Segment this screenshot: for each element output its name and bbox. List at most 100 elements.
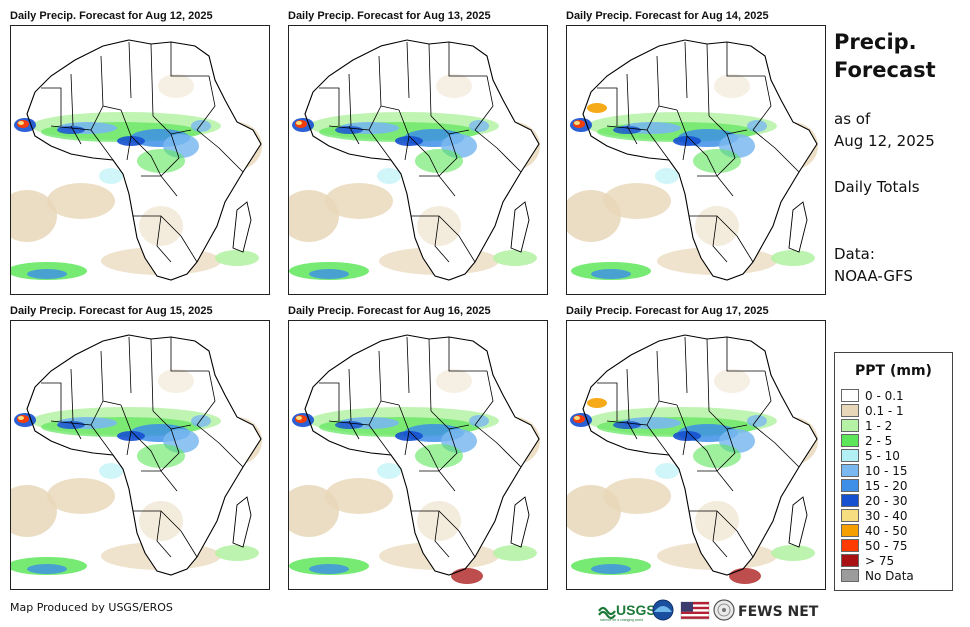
rain-area [57,421,85,429]
legend-swatch [841,479,859,492]
legend-swatch [841,539,859,552]
africa-map [11,39,262,281]
country-border [448,337,487,372]
rain-area [47,478,115,514]
title-line-2: Forecast [834,58,936,82]
legend-label: 20 - 30 [865,494,908,508]
forecast-map-aug15 [10,320,270,590]
country-border [70,420,82,440]
rain-area [417,501,461,541]
country-border [70,368,74,422]
legend-label: 30 - 40 [865,509,908,523]
country-border [319,87,340,126]
footer-credit: Map Produced by USGS/EROS [10,601,173,614]
rain-area [655,463,679,479]
country-border [150,43,154,117]
rain-area [137,149,185,173]
legend-item: 10 - 15 [841,464,908,479]
continent-outline [582,39,818,281]
legend-swatch [841,569,859,582]
rain-area [695,501,739,541]
rain-area [191,120,211,132]
legend-swatch [841,389,859,402]
rain-area [377,168,401,184]
country-border [686,430,718,472]
title-line-1: Precip. [834,30,917,54]
country-border [150,338,154,412]
legend-item: > 75 [841,554,894,569]
country-border [752,75,772,131]
country-border [90,400,104,426]
country-border [684,41,688,99]
country-border [348,420,360,440]
forecast-map-aug16 [288,320,548,590]
continent-outline [582,334,818,576]
country-border [328,125,392,161]
rain-area [591,269,631,279]
country-border [170,42,209,77]
rain-area [99,168,123,184]
country-border [90,105,104,131]
country-border [41,382,62,421]
rain-area [655,168,679,184]
rain-area [436,369,472,393]
panel-title-aug15: Daily Precip. Forecast for Aug 15, 2025 [10,305,213,317]
legend-item: 0 - 0.1 [841,389,904,404]
country-border [156,215,172,263]
country-border [180,530,198,558]
country-border [716,428,736,472]
rain-area [309,564,349,574]
country-border [170,337,209,372]
country-border [474,129,522,173]
country-border [196,370,216,426]
rain-area [613,421,641,429]
continent-outline [304,39,540,281]
rain-area [574,121,580,125]
rain-area [747,415,767,427]
rain-area [11,485,57,537]
usgs-logo-text: USGS [616,602,656,618]
country-border [597,382,618,421]
country-border [156,510,172,558]
rain-area [377,463,401,479]
country-border [458,235,476,263]
main-title: Precip. Forecast [834,28,936,84]
rain-area [191,415,211,427]
legend-swatch [841,494,859,507]
rain-area [574,416,580,420]
legend-swatch [841,554,859,567]
country-border [438,133,458,177]
legend-swatch [841,509,859,522]
country-border [70,125,82,145]
country-border [474,370,494,426]
as-of-label: as of [834,110,871,128]
country-border [686,135,718,177]
forecast-map-aug13 [288,25,548,295]
continent-outline [26,39,262,281]
legend-item: 0.1 - 1 [841,404,904,419]
rain-area [27,269,67,279]
country-border [368,105,382,131]
madagascar-outline [788,496,808,548]
panel-title-aug13: Daily Precip. Forecast for Aug 13, 2025 [288,10,491,22]
us-flag-icon [680,601,710,620]
country-border [626,73,630,127]
panel-title-aug17: Daily Precip. Forecast for Aug 17, 2025 [566,305,769,317]
legend-item: 30 - 40 [841,509,908,524]
rain-area [469,415,489,427]
country-border [597,87,618,126]
country-border [434,215,450,263]
country-border [196,75,216,131]
country-border [474,75,494,131]
legend-item: 2 - 5 [841,434,892,449]
rain-area [729,568,761,584]
rain-area [469,120,489,132]
rain-area [335,126,363,134]
rain-area [493,545,537,561]
panel-title-aug14: Daily Precip. Forecast for Aug 14, 2025 [566,10,769,22]
africa-map [11,334,262,576]
legend-item: 40 - 50 [841,524,908,539]
country-border [626,420,638,440]
legend-item: 15 - 20 [841,479,908,494]
